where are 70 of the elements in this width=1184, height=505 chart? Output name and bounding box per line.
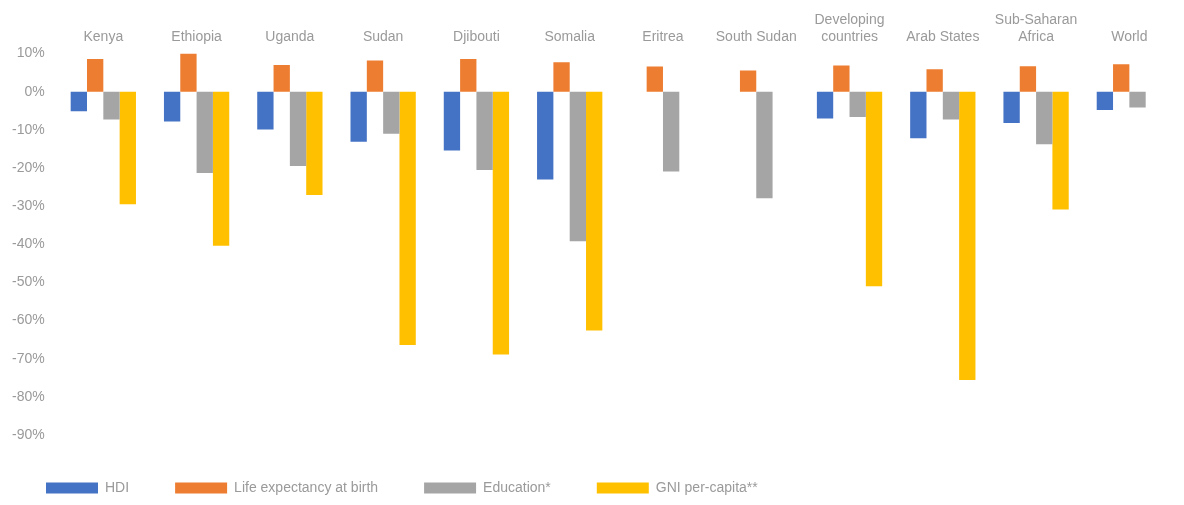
bar — [350, 91, 367, 142]
x-tick-label: World — [1111, 28, 1148, 45]
bar — [1003, 91, 1020, 124]
bar — [662, 91, 680, 172]
x-tick-label: Developing countries — [814, 11, 885, 45]
bar — [103, 91, 120, 120]
x-tick-label: Somalia — [544, 28, 596, 45]
y-tick-label: -80% — [12, 387, 45, 404]
bar — [816, 91, 834, 119]
bar — [1096, 91, 1114, 111]
x-tick-label: Kenya — [83, 28, 124, 45]
bar — [646, 66, 663, 92]
x-tick-label: Eritrea — [642, 28, 684, 45]
bar — [180, 53, 197, 92]
bar — [383, 91, 400, 134]
bar — [926, 69, 943, 92]
bar — [865, 91, 883, 287]
bar — [910, 91, 927, 139]
bar — [70, 91, 87, 112]
bar — [273, 65, 290, 92]
x-tick-label: Ethiopia — [171, 28, 223, 45]
bar — [739, 70, 757, 92]
bar — [1036, 91, 1053, 145]
bar — [196, 91, 213, 173]
bar — [849, 91, 866, 117]
legend-label: Education* — [483, 478, 552, 495]
x-tick-label: Arab States — [906, 28, 980, 45]
y-tick-label: -30% — [12, 197, 45, 214]
bar — [1129, 91, 1146, 108]
bar — [289, 91, 307, 167]
bar — [87, 58, 104, 92]
y-tick-label: 10% — [16, 44, 45, 61]
x-tick-label: Uganda — [265, 28, 315, 45]
y-tick-label: -70% — [12, 349, 45, 366]
bar — [212, 91, 230, 246]
bar — [586, 91, 603, 331]
bar — [959, 91, 976, 381]
bar — [553, 62, 570, 92]
bar — [492, 91, 510, 355]
y-tick-label: -60% — [12, 311, 45, 328]
bar — [569, 91, 587, 242]
bar — [1052, 91, 1069, 210]
legend-label: Life expectancy at birth — [234, 478, 379, 495]
legend-label: GNI per-capita** — [655, 478, 759, 495]
y-tick-label: -40% — [12, 235, 45, 252]
legend-label: HDI — [105, 478, 130, 495]
bar — [476, 91, 493, 170]
bar — [443, 91, 461, 151]
x-tick-label: Sudan — [362, 28, 404, 45]
bar — [756, 91, 773, 199]
bar — [119, 91, 136, 205]
bar — [1113, 64, 1130, 92]
bar — [942, 91, 960, 120]
x-tick-label: South Sudan — [715, 28, 797, 45]
y-tick-label: -10% — [12, 120, 45, 137]
y-tick-label: -50% — [12, 273, 45, 290]
bar — [306, 91, 323, 196]
bar — [833, 65, 850, 92]
y-tick-label: -90% — [12, 425, 45, 442]
bar — [257, 91, 274, 130]
y-tick-label: -20% — [12, 158, 45, 175]
bar — [537, 91, 554, 180]
bar — [366, 60, 384, 92]
x-tick-label: Sub-Saharan Africa — [994, 11, 1078, 45]
y-tick-label: 0% — [24, 82, 45, 99]
bar — [460, 58, 477, 92]
bar — [163, 91, 181, 122]
bar — [1019, 66, 1037, 92]
bar — [399, 91, 416, 345]
x-tick-label: Djibouti — [453, 28, 500, 45]
